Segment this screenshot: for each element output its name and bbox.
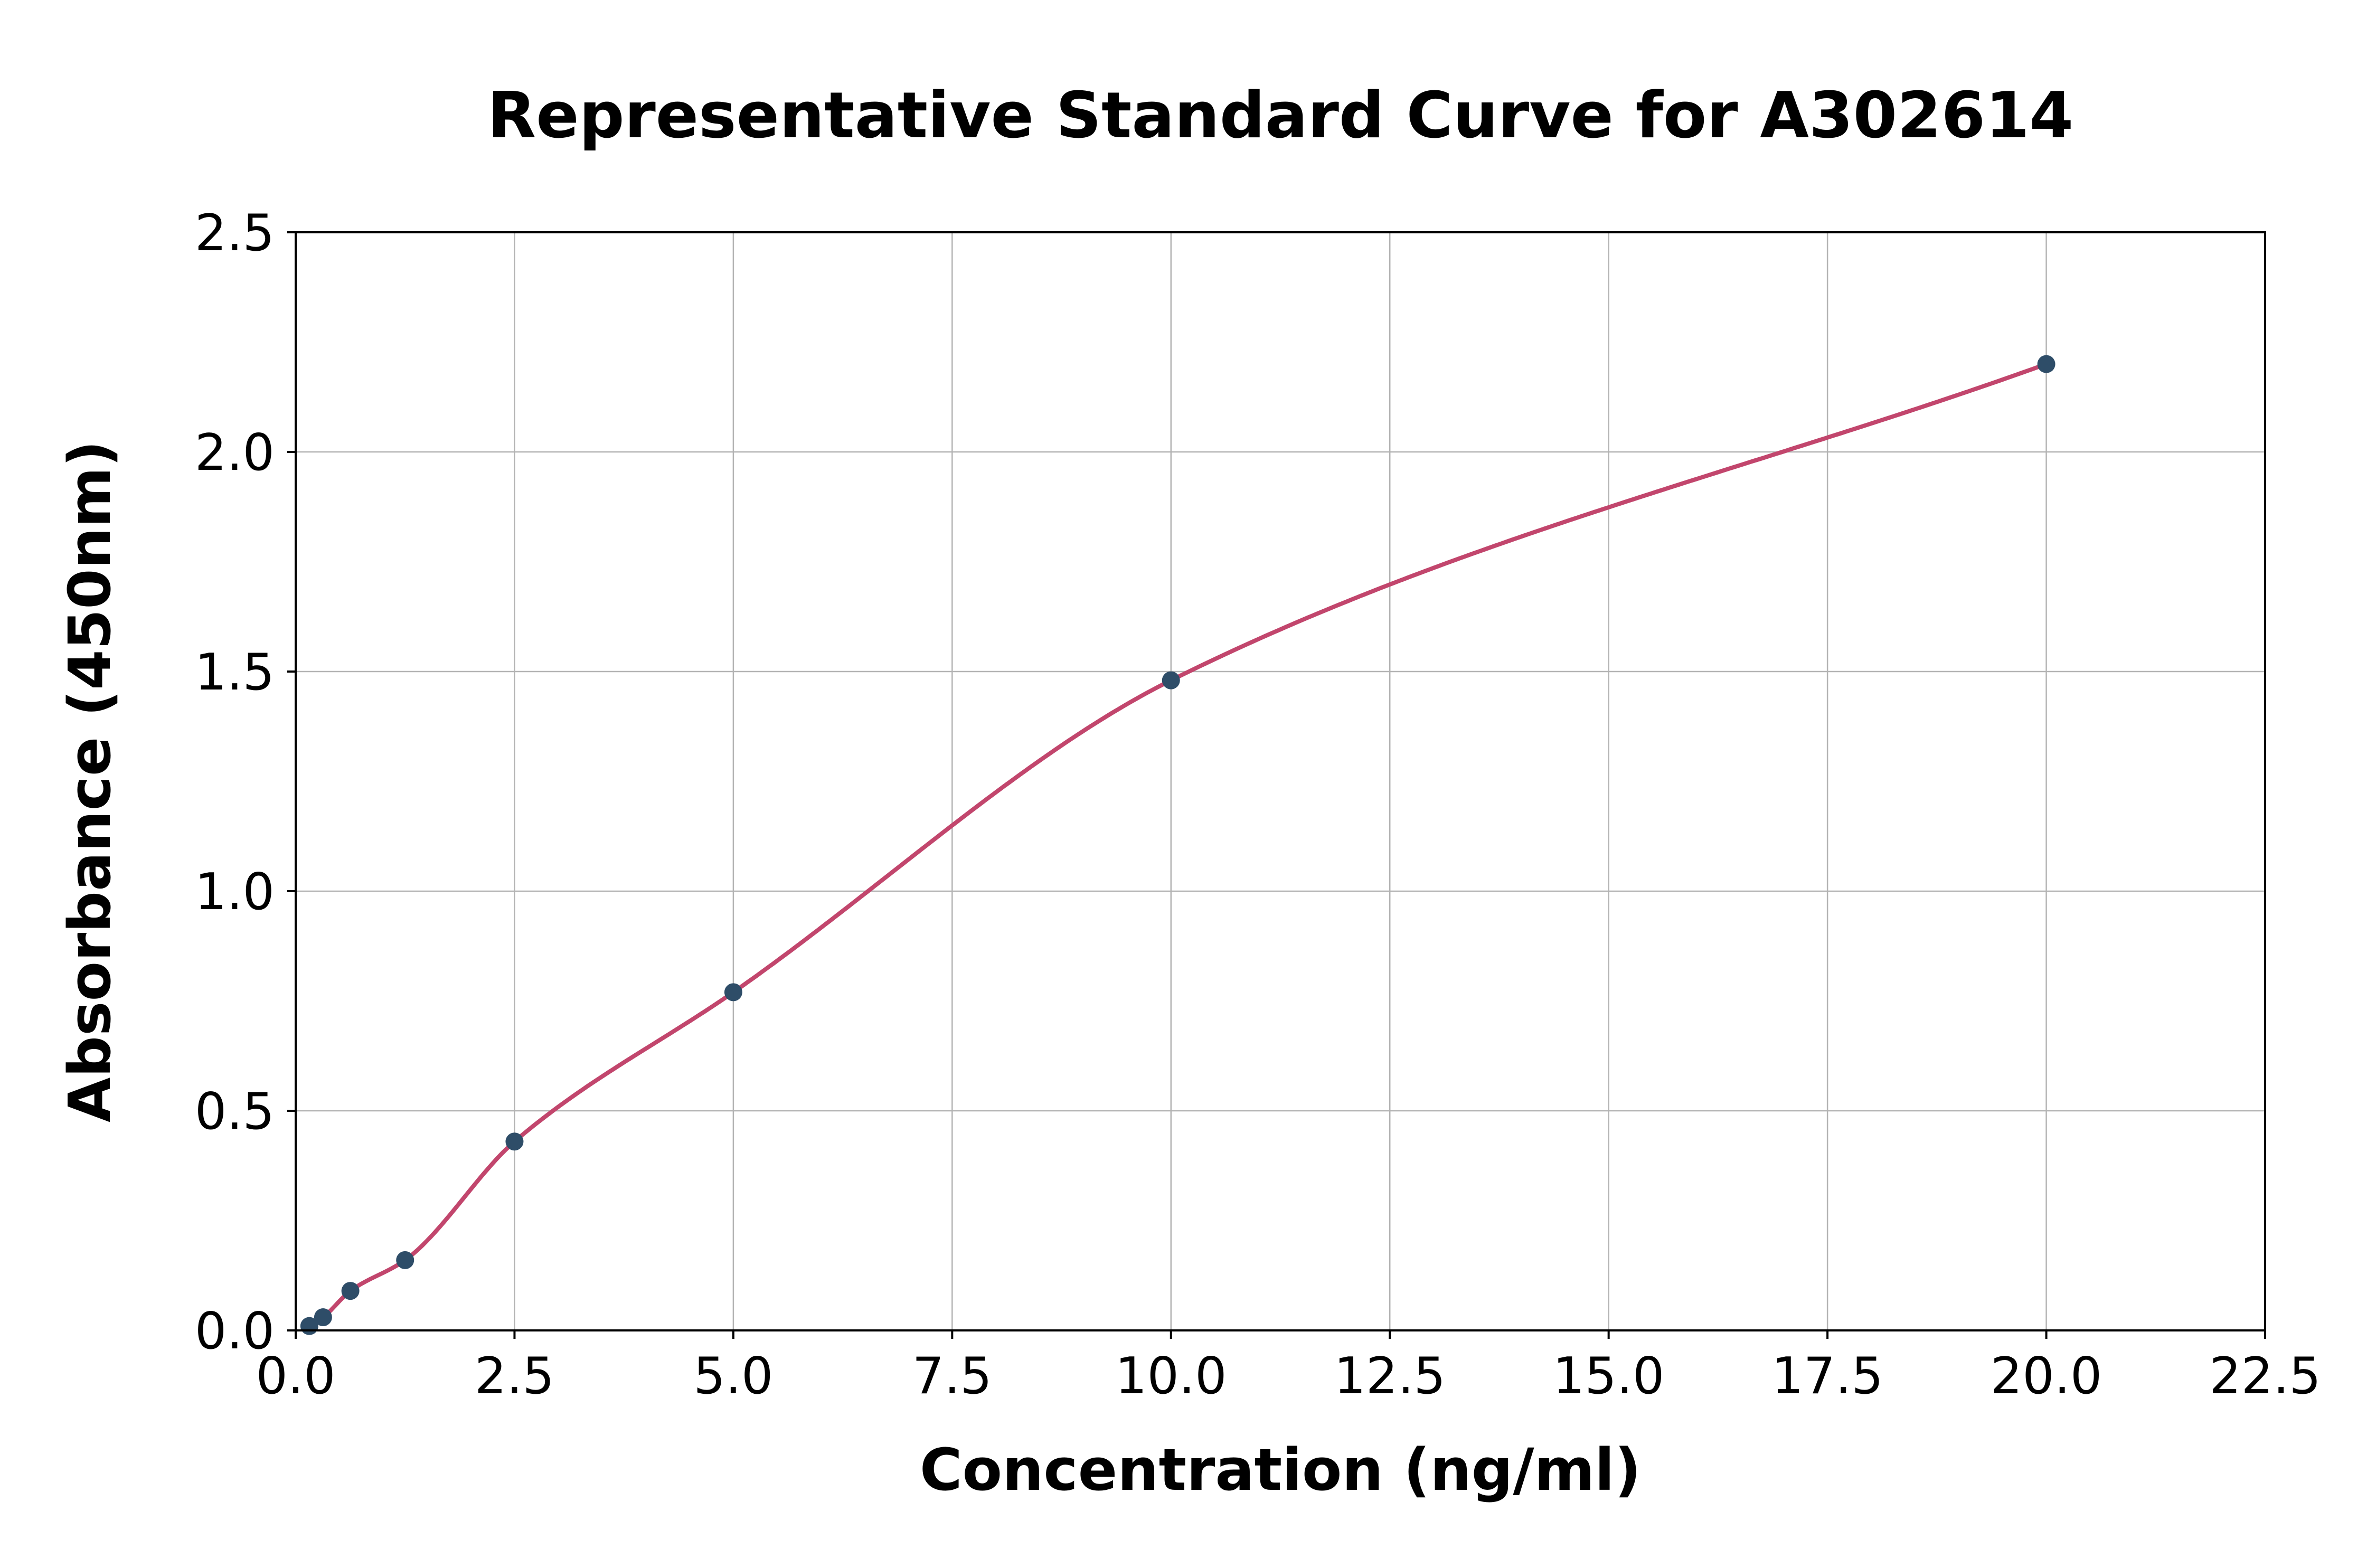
plot-border [295,231,2266,1331]
fit-curve [307,362,2049,1328]
x-tick-label: 20.0 [1991,1347,2102,1405]
x-tick-label: 15.0 [1553,1347,1665,1405]
x-tick-label: 17.5 [1771,1347,1883,1405]
data-point [1162,671,1180,689]
chart-title: Representative Standard Curve for A30261… [487,79,2074,153]
y-tick-label: 1.5 [195,644,275,702]
x-tick-label: 22.5 [2209,1347,2321,1405]
x-tick-label: 12.5 [1334,1347,1446,1405]
y-tick-label: 0.5 [195,1083,275,1141]
data-point [341,1282,360,1300]
data-point [724,983,742,1002]
x-axis-label: Concentration (ng/ml) [919,1436,1642,1504]
y-tick-label: 1.0 [195,863,275,921]
x-tick-label: 0.0 [256,1347,335,1405]
y-tick-label: 2.0 [195,424,275,482]
y-tick-label: 0.0 [195,1302,275,1361]
data-point [2037,355,2056,373]
data-point [505,1132,524,1151]
x-tick-label: 10.0 [1115,1347,1227,1405]
data-point [314,1308,332,1327]
data-point [396,1251,414,1269]
y-tick-label: 2.5 [195,204,275,262]
x-tick-label: 7.5 [912,1347,992,1405]
x-tick-label: 2.5 [475,1347,554,1405]
x-tick-label: 5.0 [693,1347,773,1405]
